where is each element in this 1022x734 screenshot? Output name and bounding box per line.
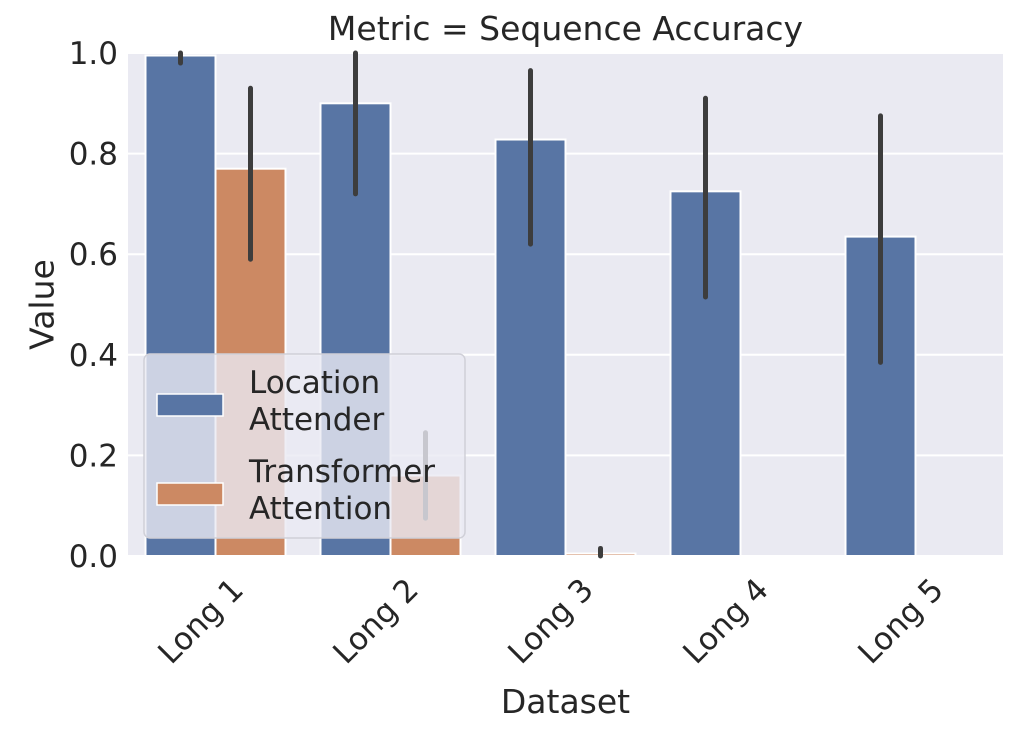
y-tick-label: 0.2 <box>69 438 118 474</box>
y-tick-label: 1.0 <box>69 36 118 72</box>
y-tick-label: 0.8 <box>69 137 118 173</box>
legend-label: Location <box>249 365 380 401</box>
legend-label: Attention <box>249 491 392 527</box>
y-tick-label: 0.0 <box>69 539 118 575</box>
legend-swatch <box>156 482 224 506</box>
x-axis-label: Dataset <box>501 682 630 721</box>
legend-box <box>143 353 466 539</box>
legend-swatch <box>156 393 224 417</box>
x-tick-label: Long 5 <box>851 572 950 671</box>
y-axis-label: Value <box>23 259 62 350</box>
x-tick-label: Long 4 <box>676 572 775 671</box>
legend-label: Transformer <box>248 454 435 490</box>
y-tick-labels: 0.0 0.2 0.4 0.6 0.8 1.0 <box>69 36 118 575</box>
x-tick-label: Long 2 <box>326 572 425 671</box>
y-tick-label: 0.6 <box>69 237 118 273</box>
legend-label: Attender <box>249 402 384 438</box>
x-tick-label: Long 1 <box>151 572 250 671</box>
x-tick-label: Long 3 <box>501 572 600 671</box>
y-tick-label: 0.4 <box>69 338 118 374</box>
x-tick-labels: Long 1 Long 2 Long 3 Long 4 Long 5 <box>151 572 950 671</box>
chart-title: Metric = Sequence Accuracy <box>328 9 803 48</box>
